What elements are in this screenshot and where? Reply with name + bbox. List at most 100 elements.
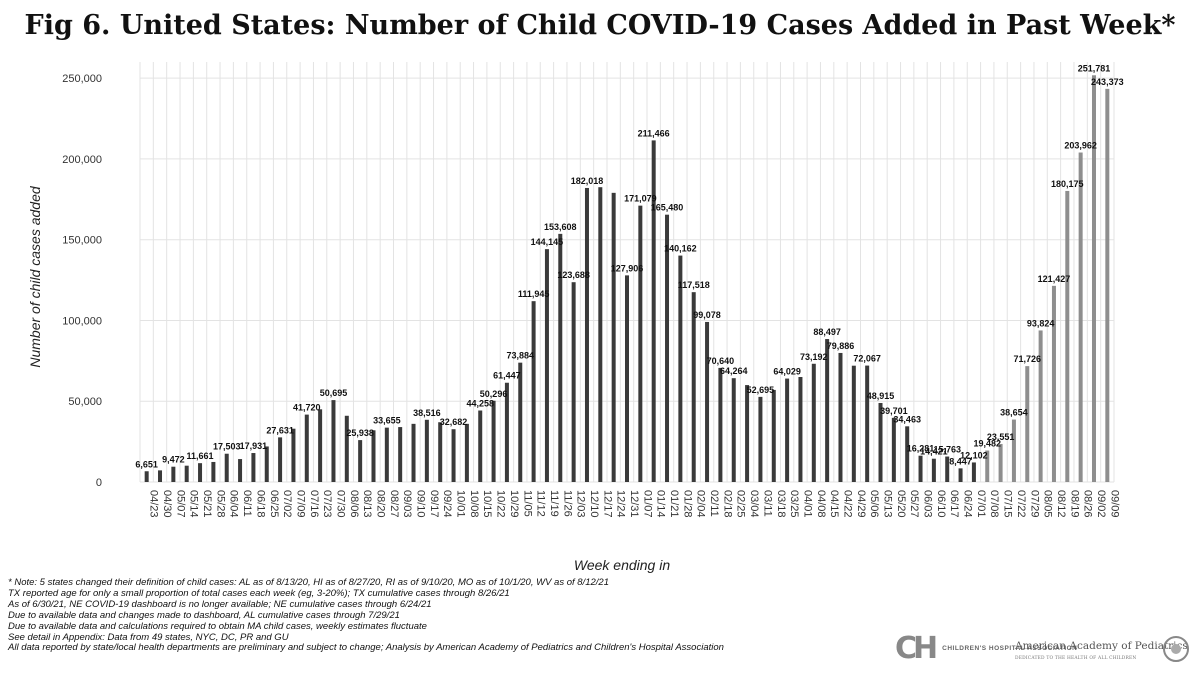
bar bbox=[358, 440, 363, 482]
data-label: 88,497 bbox=[813, 327, 841, 337]
x-tick-label: 06/17 bbox=[948, 490, 960, 518]
data-label: 165,480 bbox=[651, 203, 684, 213]
bar bbox=[745, 385, 750, 482]
x-tick-label: 05/20 bbox=[895, 490, 907, 518]
data-label: 9,472 bbox=[162, 455, 185, 465]
x-tick-label: 08/13 bbox=[361, 490, 373, 518]
bar bbox=[478, 410, 483, 482]
bar bbox=[318, 409, 323, 482]
x-tick-label: 04/23 bbox=[148, 490, 160, 518]
x-tick-label: 04/01 bbox=[801, 490, 813, 518]
bar bbox=[1051, 285, 1056, 482]
bar bbox=[958, 468, 963, 482]
data-label: 64,029 bbox=[773, 367, 801, 377]
bar bbox=[891, 417, 896, 482]
x-tick-label: 05/14 bbox=[188, 490, 200, 518]
data-label: 211,466 bbox=[638, 128, 670, 138]
bar bbox=[771, 389, 776, 482]
y-tick-label: 0 bbox=[96, 477, 102, 489]
bar bbox=[438, 422, 443, 482]
bar bbox=[1091, 75, 1096, 482]
bar bbox=[424, 419, 429, 482]
aap-seal-icon bbox=[1163, 636, 1189, 662]
x-tick-label: 09/02 bbox=[1095, 490, 1107, 518]
x-tick-label: 07/02 bbox=[281, 490, 293, 518]
aap-tagline: DEDICATED TO THE HEALTH OF ALL CHILDREN bbox=[1015, 656, 1137, 661]
bar bbox=[198, 463, 203, 482]
data-label: 17,503 bbox=[213, 442, 241, 452]
bar bbox=[931, 458, 936, 482]
bar bbox=[371, 430, 376, 482]
x-tick-label: 04/08 bbox=[815, 490, 827, 518]
bar bbox=[731, 378, 736, 482]
bar bbox=[865, 365, 870, 482]
bar bbox=[158, 470, 163, 482]
data-label: 72,067 bbox=[853, 354, 881, 364]
x-tick-label: 06/03 bbox=[922, 490, 934, 518]
bar bbox=[384, 427, 389, 482]
x-tick-label: 10/22 bbox=[495, 490, 507, 518]
x-tick-label: 05/27 bbox=[908, 490, 920, 518]
x-tick-label: 01/14 bbox=[655, 490, 667, 518]
x-tick-label: 03/25 bbox=[788, 490, 800, 518]
bar bbox=[825, 339, 830, 482]
bar bbox=[278, 437, 283, 482]
bar bbox=[651, 140, 656, 483]
x-tick-label: 11/05 bbox=[521, 490, 533, 517]
footnote-line: * Note: 5 states changed their definitio… bbox=[8, 577, 609, 588]
data-label: 11,661 bbox=[187, 451, 214, 461]
x-tick-label: 08/12 bbox=[1055, 490, 1067, 518]
x-tick-label: 10/01 bbox=[455, 490, 467, 518]
y-axis-title: Number of child cases added bbox=[27, 185, 43, 368]
x-tick-label: 12/03 bbox=[575, 490, 587, 518]
bars bbox=[144, 75, 1110, 483]
data-label: 38,516 bbox=[413, 408, 441, 418]
data-label: 16,281 bbox=[907, 444, 935, 454]
data-label: 243,373 bbox=[1091, 77, 1124, 87]
data-label: 153,608 bbox=[544, 222, 577, 232]
chop-logo: CH CHILDREN'S HOSPITAL ASSOCIATION bbox=[895, 630, 1077, 666]
bar bbox=[598, 187, 603, 482]
bar bbox=[184, 465, 189, 482]
x-tick-label: 10/15 bbox=[481, 490, 493, 518]
chart-title: Fig 6. United States: Number of Child CO… bbox=[24, 10, 1176, 41]
data-label: 12,102 bbox=[960, 450, 988, 460]
x-tick-label: 12/31 bbox=[628, 490, 640, 518]
y-tick-label: 200,000 bbox=[62, 154, 102, 166]
x-tick-label: 08/05 bbox=[1042, 490, 1054, 518]
bar bbox=[571, 282, 576, 482]
bar bbox=[344, 415, 349, 482]
x-tick-label: 03/04 bbox=[748, 490, 760, 518]
bar bbox=[1078, 152, 1083, 482]
bar bbox=[211, 461, 216, 482]
x-tick-label: 09/10 bbox=[415, 490, 427, 518]
data-label: 144,145 bbox=[531, 237, 564, 247]
bar bbox=[331, 400, 336, 482]
footnote-line: Due to available data and calculations r… bbox=[8, 620, 427, 632]
bar bbox=[905, 426, 910, 482]
y-tick-label: 250,000 bbox=[62, 73, 102, 85]
x-tick-label: 07/23 bbox=[321, 490, 333, 518]
x-tick-label: 01/28 bbox=[681, 490, 693, 518]
x-tick-label: 07/01 bbox=[975, 490, 987, 518]
aap-name: American Academy of Pediatrics bbox=[1015, 640, 1188, 652]
bar bbox=[1025, 366, 1030, 482]
bar bbox=[718, 367, 723, 482]
bar bbox=[691, 292, 696, 482]
bar bbox=[451, 429, 456, 482]
bar bbox=[878, 402, 883, 482]
bar bbox=[491, 400, 496, 482]
x-tick-label: 11/26 bbox=[561, 490, 573, 517]
data-label: 203,962 bbox=[1064, 141, 1097, 151]
data-label: 127,906 bbox=[611, 263, 644, 273]
x-tick-label: 06/10 bbox=[935, 490, 947, 518]
data-label: 8,447 bbox=[949, 456, 972, 466]
data-label: 70,640 bbox=[707, 356, 735, 366]
x-tick-label: 10/08 bbox=[468, 490, 480, 518]
bar bbox=[1065, 190, 1070, 483]
x-tick-label: 07/30 bbox=[334, 490, 346, 518]
data-label: 19,482 bbox=[973, 439, 1001, 449]
x-tick-label: 08/20 bbox=[374, 490, 386, 518]
x-tick-label: 02/04 bbox=[695, 490, 707, 518]
x-tick-label: 04/15 bbox=[828, 490, 840, 518]
